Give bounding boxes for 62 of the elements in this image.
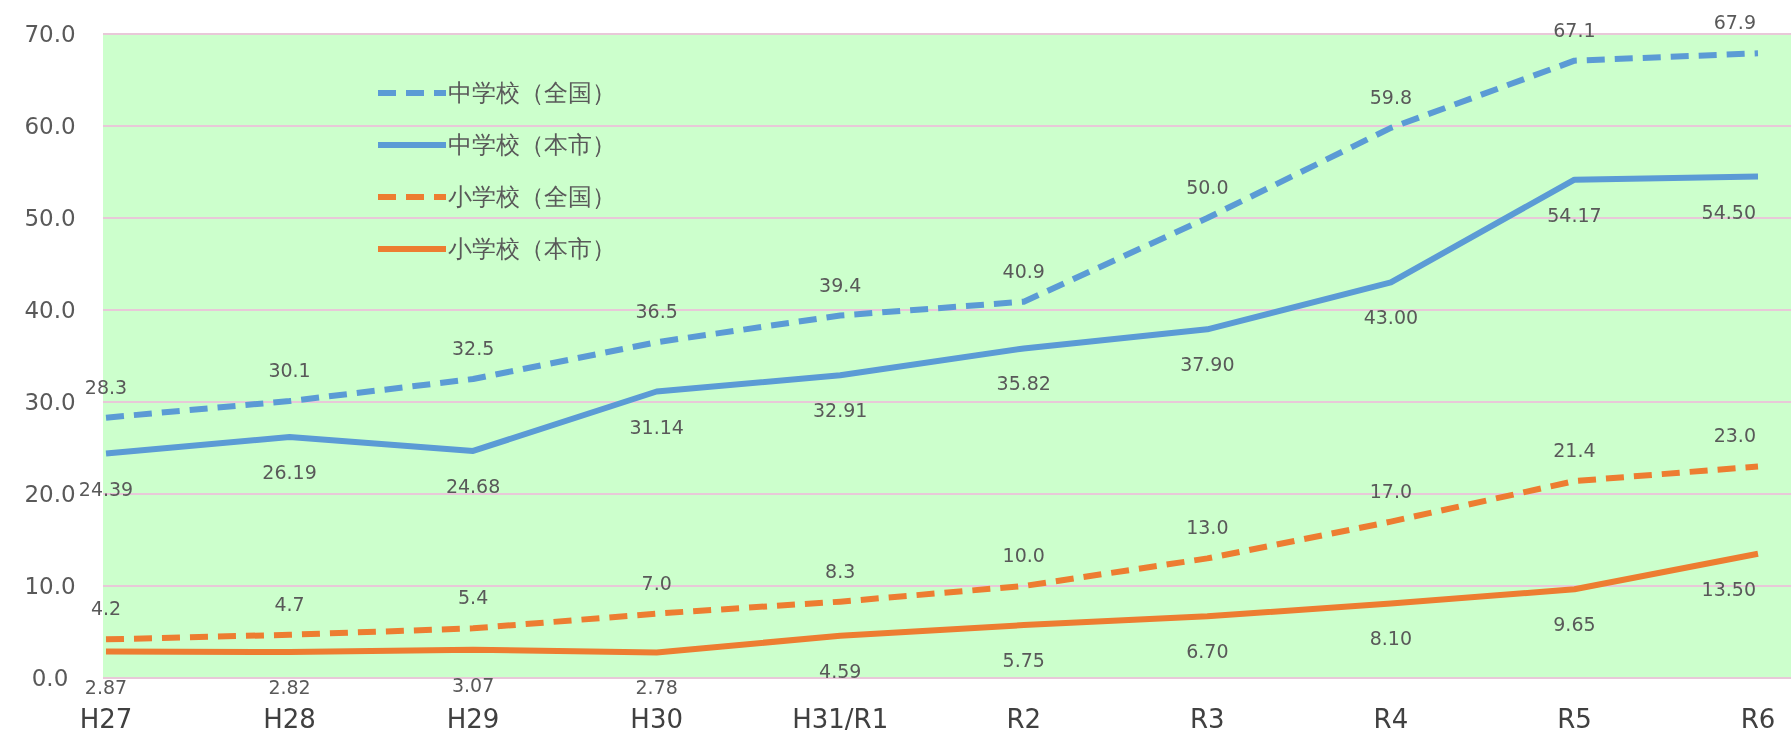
data-label: 67.1 <box>1553 18 1596 41</box>
data-label: 10.0 <box>1002 544 1045 566</box>
y-tick-label: 70.0 <box>24 21 76 47</box>
data-label: 54.50 <box>1701 200 1756 223</box>
data-label: 8.3 <box>825 559 856 582</box>
data-label: 26.19 <box>262 461 317 484</box>
y-tick-label: 30.0 <box>24 389 76 415</box>
data-label: 30.1 <box>268 359 311 382</box>
data-label: 3.07 <box>451 673 495 696</box>
data-label: 36.5 <box>635 300 678 323</box>
legend-label: 中学校（本市） <box>448 131 616 159</box>
x-tick-label: H29 <box>446 704 500 734</box>
data-label: 59.8 <box>1369 85 1413 108</box>
y-tick-label: 0.0 <box>31 665 69 691</box>
legend-label: 小学校（本市） <box>448 235 616 263</box>
data-label: 7.0 <box>641 571 672 594</box>
data-label: 2.78 <box>635 676 678 699</box>
data-label: 4.59 <box>819 659 862 682</box>
data-label: 32.5 <box>451 337 495 359</box>
legend-label: 中学校（全国） <box>448 79 616 107</box>
data-label: 35.82 <box>996 372 1051 395</box>
data-label: 24.68 <box>445 474 501 497</box>
data-label: 28.3 <box>84 375 128 398</box>
x-tick-label: R4 <box>1373 704 1409 734</box>
data-label: 13.50 <box>1701 577 1756 600</box>
data-label: 37.90 <box>1180 353 1235 376</box>
data-label: 17.0 <box>1369 479 1413 502</box>
x-tick-label: H27 <box>79 704 133 734</box>
data-label: 13.0 <box>1186 516 1229 539</box>
data-label: 9.65 <box>1553 613 1596 636</box>
data-label: 5.75 <box>1002 649 1045 672</box>
data-label: 24.39 <box>78 477 134 500</box>
data-label: 2.82 <box>268 676 311 699</box>
data-label: 6.70 <box>1186 640 1229 663</box>
data-label: 4.2 <box>90 597 122 620</box>
x-tick-label: H28 <box>263 704 316 734</box>
y-tick-label: 50.0 <box>24 205 76 231</box>
data-label: 39.4 <box>819 273 862 296</box>
x-tick-label: H30 <box>630 704 683 734</box>
x-tick-label: H31/R1 <box>792 704 889 734</box>
data-label: 21.4 <box>1553 439 1596 462</box>
data-label: 8.10 <box>1369 627 1413 650</box>
data-label: 40.9 <box>1002 259 1045 282</box>
data-label: 32.91 <box>813 399 868 422</box>
data-label: 5.4 <box>458 586 489 609</box>
x-tick-label: R5 <box>1557 704 1592 734</box>
y-tick-label: 20.0 <box>24 481 76 507</box>
data-label: 50.0 <box>1186 176 1229 198</box>
x-tick-label: R3 <box>1190 704 1225 734</box>
data-label: 43.00 <box>1363 306 1419 329</box>
data-label: 4.7 <box>274 592 305 615</box>
y-tick-label: 40.0 <box>24 297 76 323</box>
data-label: 67.9 <box>1713 11 1756 34</box>
data-label: 2.87 <box>84 675 128 698</box>
data-label: 23.0 <box>1713 424 1756 447</box>
y-tick-label: 60.0 <box>24 113 76 139</box>
legend-label: 小学校（全国） <box>448 183 616 211</box>
data-label: 54.17 <box>1547 203 1602 226</box>
x-tick-label: R6 <box>1740 704 1776 734</box>
x-tick-label: R2 <box>1006 704 1042 734</box>
data-label: 31.14 <box>629 415 684 438</box>
y-tick-label: 10.0 <box>24 573 76 599</box>
